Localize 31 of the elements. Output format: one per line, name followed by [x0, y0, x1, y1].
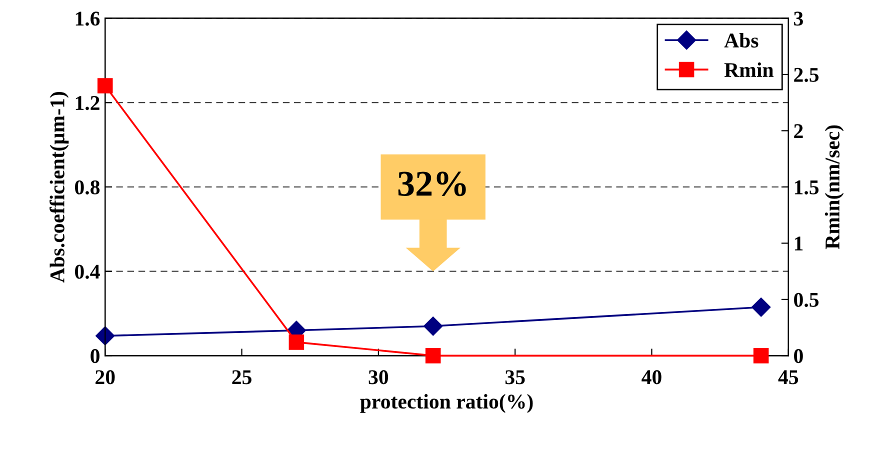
- y-tick-label: 0.8: [75, 180, 100, 194]
- y-tick-label: 0: [90, 349, 100, 364]
- y2-tick-label: 0.5: [794, 292, 819, 307]
- x-tick-label: 45: [778, 370, 798, 384]
- y-tick-label: 1.2: [76, 96, 100, 110]
- point: [425, 348, 441, 364]
- legend-label: Rmin: [724, 62, 774, 77]
- y2-tick-label: 0: [794, 349, 803, 364]
- point: [752, 298, 771, 317]
- y-tick-label: 1.6: [76, 12, 100, 26]
- y2-axis-title: Rmin(nm/sec): [824, 125, 844, 250]
- x-tick-label: 40: [642, 370, 662, 384]
- point: [96, 326, 115, 346]
- x-tick-label: 30: [368, 370, 388, 384]
- point: [288, 334, 304, 350]
- y2-tick-label: 2: [794, 124, 803, 138]
- y2-tick-label: 1.5: [794, 180, 819, 194]
- y2-tick-label: 1: [794, 236, 803, 250]
- x-axis-title: protection ratio(%): [360, 394, 533, 413]
- legend-label: Abs: [724, 32, 758, 48]
- annotation: 32%: [398, 172, 466, 196]
- y-axis-title: Abs.coefficient(μm-1): [50, 92, 69, 283]
- point: [424, 316, 443, 336]
- x-tick-label: 25: [232, 370, 252, 384]
- x-tick-label: 20: [96, 370, 115, 384]
- y2-tick-label: 3: [794, 12, 803, 26]
- point: [97, 78, 113, 94]
- point: [753, 348, 769, 364]
- x-tick-label: 35: [505, 370, 525, 384]
- y2-tick-label: 2.5: [794, 68, 819, 82]
- y-tick-label: 0.4: [75, 264, 100, 279]
